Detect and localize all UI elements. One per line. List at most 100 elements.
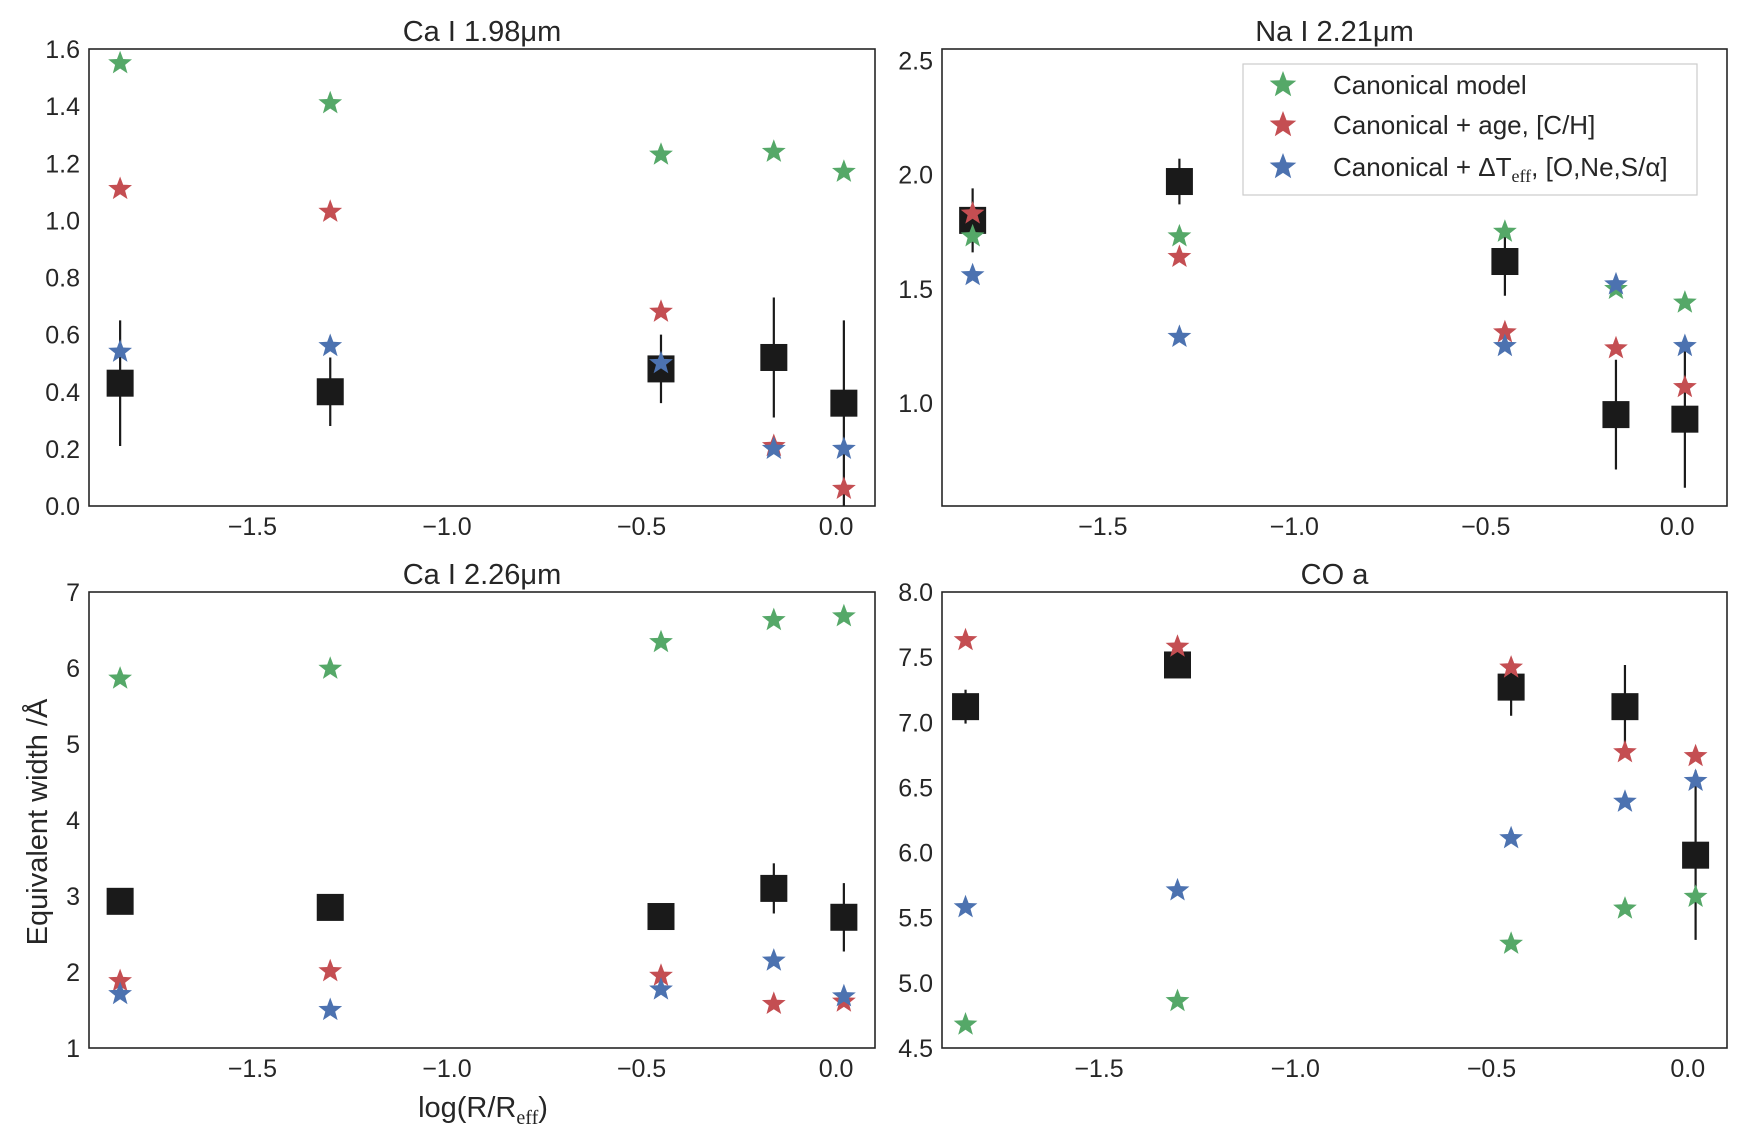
model-star-canonical: [1673, 290, 1697, 313]
model-star-age: [832, 476, 856, 499]
model-star-age: [1673, 374, 1697, 398]
data-point-square: [1602, 401, 1630, 429]
data-point-square: [106, 887, 134, 915]
y-tick-label: 1.0: [45, 207, 80, 235]
data-point-square: [1682, 841, 1710, 869]
y-tick-label: 2.5: [898, 47, 933, 75]
panel-4: CO a 4.5 5.0 5.5 6.0 6.5 7.0 7.5 8.0 −1.5 −1.0 −0.5…: [898, 559, 1728, 1083]
panel-frame: [88, 591, 876, 1049]
model-star-age: [318, 199, 343, 222]
model-star-canonical: [1499, 931, 1523, 954]
model-star-teff: [1604, 271, 1628, 295]
x-tick-label: −1.5: [1078, 513, 1127, 541]
x-axis-label-main: log(R/R: [418, 1092, 516, 1124]
x-axis-label-close: ): [538, 1092, 548, 1124]
model-star-teff: [649, 977, 673, 1000]
legend-box: [1242, 63, 1698, 196]
legend-label-canonical: Canonical model: [1333, 70, 1527, 100]
x-tick-label: −0.5: [1467, 1055, 1516, 1083]
panel-1: Ca I 1.98μm 0.0 0.2 0.4 0.6 0.8 1.0 1.2 1.4 1.6 −1…: [45, 16, 876, 541]
model-star-age: [1493, 319, 1517, 343]
data-point-square: [760, 874, 788, 902]
data-point-square: [1165, 168, 1193, 196]
model-star-teff: [108, 339, 132, 362]
x-tick-label: −1.5: [228, 1055, 277, 1083]
legend-label-teff-suffix: , [O,Ne,S/α]: [1531, 152, 1667, 182]
y-tick-label: 0.4: [45, 379, 80, 407]
y-tick-label: 0.8: [45, 265, 80, 293]
model-star-canonical: [318, 656, 343, 679]
model-star-canonical: [108, 666, 132, 689]
plot-area: [952, 627, 1710, 1035]
data-point-square: [1164, 651, 1191, 679]
model-star-teff: [1683, 768, 1708, 791]
model-star-teff: [1499, 825, 1523, 849]
panel-frame: [88, 48, 876, 507]
model-star-age: [953, 627, 978, 651]
model-star-canonical: [1613, 896, 1637, 919]
x-tick-label: −1.5: [228, 513, 277, 541]
panel-3: Ca I 2.26μm 1 2 3 4 5 6 7 −1.5 −1.0 −0.5 0.0: [66, 559, 876, 1083]
model-star-teff: [318, 997, 343, 1021]
data-point-square: [647, 903, 675, 931]
legend-label-teff: Canonical + ΔTeff, [O,Ne,S/α]: [1333, 152, 1668, 186]
model-star-canonical: [832, 159, 856, 182]
y-tick-label: 1.4: [45, 93, 80, 121]
y-tick-label: 0.2: [45, 436, 80, 464]
model-star-age: [1165, 634, 1190, 657]
data-point-square: [952, 693, 980, 721]
y-tick-label: 4.5: [898, 1035, 933, 1063]
y-tick-label: 8.0: [898, 579, 933, 607]
model-star-age: [108, 176, 132, 200]
y-tick-label: 6: [66, 655, 80, 683]
model-star-teff: [960, 262, 985, 286]
model-star-teff: [1493, 333, 1517, 357]
y-tick-label: 7: [66, 579, 80, 607]
model-star-canonical: [832, 603, 856, 627]
model-star-age: [649, 963, 673, 986]
model-star-teff: [832, 436, 856, 459]
model-star-teff: [318, 333, 343, 357]
y-tick-label: 5.5: [898, 905, 933, 933]
x-axis-label: log(R/Reff): [418, 1092, 548, 1129]
plot-area: [106, 603, 858, 1021]
model-star-teff: [953, 894, 978, 918]
y-tick-label: 5: [66, 731, 80, 759]
y-tick-label: 3: [66, 883, 80, 911]
legend-item-teff: Canonical + ΔTeff, [O,Ne,S/α]: [1269, 152, 1668, 186]
model-star-teff: [1673, 333, 1697, 357]
y-tick-label: 7.5: [898, 644, 933, 672]
model-star-teff: [761, 948, 786, 971]
data-point-square: [1497, 673, 1525, 701]
model-star-age: [1167, 244, 1192, 267]
panels-group: Ca I 1.98μm 0.0 0.2 0.4 0.6 0.8 1.0 1.2 1.4 1.6 −1…: [45, 16, 1728, 1083]
y-tick-label: 6.5: [898, 774, 933, 802]
legend-star-icon-age: [1269, 111, 1297, 137]
legend-item-age: Canonical + age, [C/H]: [1269, 110, 1595, 140]
model-star-teff: [832, 983, 856, 1007]
y-tick-label: 1: [66, 1035, 80, 1063]
x-tick-label: −1.0: [422, 513, 471, 541]
y-tick-label: 4: [66, 807, 80, 835]
plot-area: [959, 158, 1699, 488]
model-star-canonical: [761, 607, 786, 631]
data-point-square: [1491, 248, 1519, 276]
model-star-age: [649, 299, 673, 322]
legend-star-icon-teff: [1269, 153, 1297, 179]
model-star-teff: [1167, 324, 1192, 347]
x-tick-label: 0.0: [1670, 1055, 1705, 1083]
legend-label-age: Canonical + age, [C/H]: [1333, 110, 1595, 140]
y-tick-label: 2: [66, 959, 80, 987]
x-tick-label: −1.0: [1271, 1055, 1320, 1083]
model-star-teff: [108, 981, 132, 1005]
model-star-canonical: [1167, 223, 1192, 247]
y-tick-label: 1.5: [898, 276, 933, 304]
model-star-age: [318, 958, 343, 982]
y-tick-label: 7.0: [898, 709, 933, 737]
model-star-teff: [761, 436, 786, 459]
legend-item-canonical: Canonical model: [1269, 70, 1527, 100]
panel-2: Na I 2.21μm 1.0 1.5 2.0 2.5 −1.5 −1.0 −0.5 0.0: [898, 16, 1728, 541]
y-tick-label: 1.6: [45, 36, 80, 64]
x-tick-label: −0.5: [1461, 513, 1510, 541]
